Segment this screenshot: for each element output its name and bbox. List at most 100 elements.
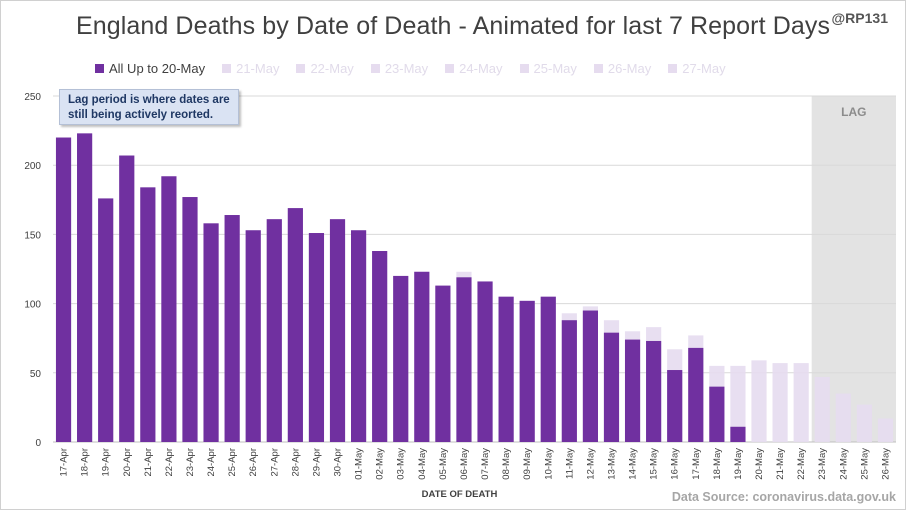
- bar-latest-report: [772, 363, 788, 442]
- bar-up-to-20-may: [730, 426, 746, 442]
- x-tick-label: 02-May: [375, 448, 386, 480]
- legend-item: 21-May: [222, 61, 279, 76]
- bar-up-to-20-may: [435, 285, 451, 442]
- bar-up-to-20-may: [498, 296, 514, 442]
- bar-up-to-20-may: [624, 339, 641, 442]
- y-tick-label: 200: [24, 161, 41, 172]
- legend-label: 21-May: [236, 60, 280, 76]
- x-tick-label: 22-May: [796, 448, 807, 480]
- x-tick-label: 27-Apr: [269, 448, 280, 477]
- legend-swatch: [296, 63, 306, 73]
- legend-swatch: [95, 63, 104, 73]
- bar-latest-report: [877, 418, 894, 442]
- legend-label: All Up to 20-May: [109, 60, 206, 76]
- x-tick-label: 11-May: [564, 448, 575, 479]
- author-handle: @RP131: [831, 10, 888, 26]
- legend-label: 25-May: [533, 60, 577, 76]
- bar-up-to-20-may: [308, 233, 325, 442]
- x-tick-label: 19-May: [733, 448, 744, 480]
- x-tick-label: 23-May: [817, 448, 828, 480]
- bar-up-to-20-may: [540, 296, 556, 442]
- bar-up-to-20-may: [329, 219, 346, 442]
- x-tick-label: 18-Apr: [80, 448, 91, 477]
- x-tick-label: 24-May: [838, 448, 849, 480]
- legend-swatch: [593, 63, 603, 73]
- x-tick-label: 16-May: [670, 448, 681, 480]
- x-tick-label: 24-Apr: [206, 448, 217, 477]
- x-tick-label: 18-May: [712, 448, 723, 480]
- chart-title: England Deaths by Date of Death - Animat…: [75, 12, 831, 40]
- bar-up-to-20-may: [603, 332, 620, 442]
- x-tick-label: 17-Apr: [59, 448, 70, 477]
- x-tick-label: 05-May: [438, 448, 449, 480]
- legend-label: 23-May: [384, 60, 429, 76]
- bar-latest-report: [814, 376, 830, 442]
- legend-swatch: [445, 63, 455, 73]
- bar-up-to-20-may: [667, 370, 683, 442]
- bar-up-to-20-may: [688, 347, 704, 442]
- bar-up-to-20-may: [161, 176, 177, 442]
- bar-up-to-20-may: [77, 133, 93, 443]
- bar-up-to-20-may: [98, 198, 114, 442]
- bar-up-to-20-may: [140, 187, 156, 442]
- y-tick-label: 0: [35, 438, 41, 449]
- y-tick-label: 50: [30, 369, 42, 380]
- legend-swatch: [519, 63, 529, 73]
- bar-up-to-20-may: [456, 277, 472, 442]
- bar-up-to-20-may: [224, 215, 240, 442]
- legend-item: 27-May: [668, 60, 726, 76]
- x-tick-label: 23-Apr: [185, 448, 196, 477]
- x-tick-label: 28-Apr: [290, 448, 301, 477]
- bar-latest-report: [751, 360, 767, 442]
- bar-up-to-20-may: [245, 230, 261, 442]
- x-tick-label: 30-Apr: [333, 448, 344, 477]
- legend-item: 23-May: [370, 60, 429, 76]
- x-tick-label: 12-May: [585, 448, 596, 480]
- bar-up-to-20-may: [393, 275, 409, 442]
- legend-label: 26-May: [607, 60, 652, 76]
- bar-latest-report: [793, 363, 809, 442]
- bar-up-to-20-may: [55, 137, 72, 442]
- bar-up-to-20-may: [287, 208, 303, 442]
- bar-up-to-20-may: [414, 271, 430, 442]
- legend-item: 22-May: [296, 61, 354, 76]
- bar-up-to-20-may: [266, 219, 282, 442]
- x-tick-label: 03-May: [396, 448, 407, 480]
- legend-item: All Up to 20-May: [95, 61, 205, 76]
- legend-item: 24-May: [445, 61, 503, 76]
- x-tick-label: 17-May: [691, 448, 702, 480]
- x-tick-label: 26-Apr: [248, 448, 259, 477]
- x-tick-label: 06-May: [459, 448, 470, 480]
- legend-swatch: [668, 63, 678, 73]
- bar-up-to-20-may: [519, 300, 535, 442]
- legend-swatch: [222, 63, 232, 73]
- x-tick-label: 20-Apr: [122, 448, 133, 477]
- x-tick-label: 07-May: [480, 448, 491, 480]
- x-tick-label: 25-May: [859, 448, 870, 480]
- x-tick-label: 01-May: [354, 448, 365, 480]
- y-tick-label: 250: [24, 92, 41, 103]
- legend-label: 27-May: [682, 60, 726, 76]
- y-tick-label: 150: [24, 230, 41, 241]
- x-tick-label: 20-May: [754, 448, 765, 480]
- bar-up-to-20-may: [561, 320, 577, 442]
- x-tick-label: 08-May: [501, 448, 512, 480]
- x-tick-label: 29-Apr: [311, 448, 322, 477]
- bar-latest-report: [835, 393, 851, 442]
- lag-note-line-2: still being actively reorted.: [68, 109, 214, 121]
- x-tick-label: 15-May: [649, 448, 660, 480]
- x-tick-label: 25-Apr: [227, 448, 238, 477]
- bar-up-to-20-may: [119, 155, 135, 442]
- x-tick-label: 21-May: [775, 448, 786, 480]
- bar-latest-report: [856, 404, 872, 442]
- x-tick-label: 19-Apr: [101, 448, 112, 477]
- lag-label: LAG: [841, 105, 866, 119]
- bar-up-to-20-may: [709, 386, 725, 442]
- x-tick-label: 04-May: [417, 448, 428, 480]
- legend: All Up to 20-May 21-May 22-May 23-May 24-May…: [95, 58, 743, 78]
- bar-up-to-20-may: [477, 281, 493, 442]
- x-tick-label: 22-Apr: [164, 448, 175, 477]
- lag-note-line-1: Lag period is where dates are: [68, 94, 230, 106]
- x-tick-label: 10-May: [543, 448, 554, 480]
